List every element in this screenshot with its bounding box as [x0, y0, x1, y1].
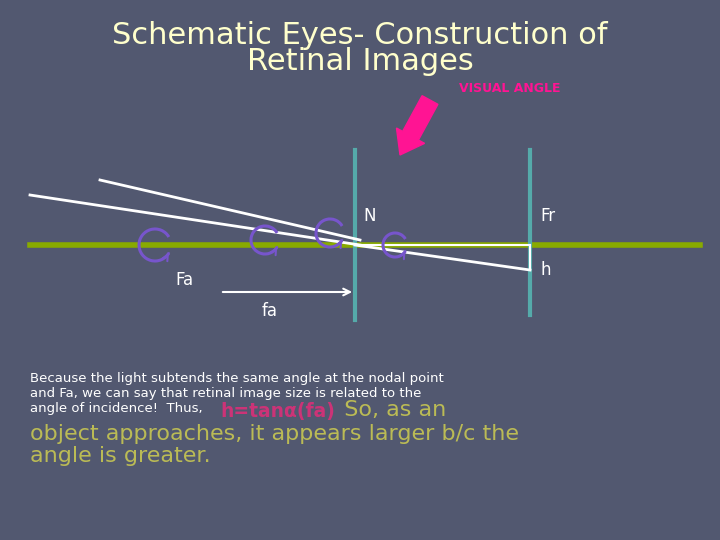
Text: h=tanα(fa): h=tanα(fa) — [220, 402, 335, 421]
Text: Retinal Images: Retinal Images — [247, 48, 473, 77]
Text: Fa: Fa — [175, 271, 193, 289]
Text: N: N — [363, 207, 376, 225]
Text: VISUAL ANGLE: VISUAL ANGLE — [459, 82, 561, 94]
Text: So, as an: So, as an — [330, 400, 446, 420]
Text: angle of incidence!  Thus,: angle of incidence! Thus, — [30, 402, 207, 415]
Text: Schematic Eyes- Construction of: Schematic Eyes- Construction of — [112, 21, 608, 50]
Text: and Fa, we can say that retinal image size is related to the: and Fa, we can say that retinal image si… — [30, 387, 421, 400]
FancyArrow shape — [397, 96, 438, 155]
Text: object approaches, it appears larger b/c the: object approaches, it appears larger b/c… — [30, 424, 519, 444]
Text: fa: fa — [262, 302, 278, 320]
Text: h: h — [540, 261, 551, 279]
Text: angle is greater.: angle is greater. — [30, 446, 211, 466]
Text: Fr: Fr — [540, 207, 555, 225]
Text: Because the light subtends the same angle at the nodal point: Because the light subtends the same angl… — [30, 372, 444, 385]
